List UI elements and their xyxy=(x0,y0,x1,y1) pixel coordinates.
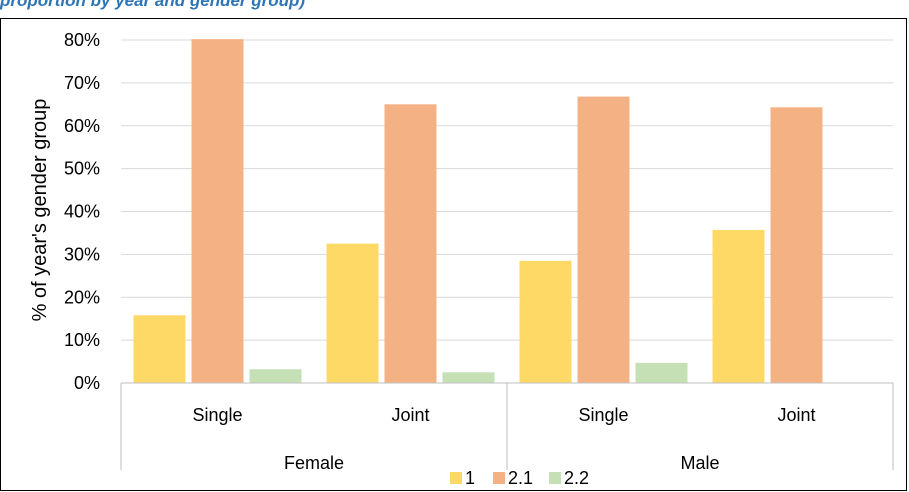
x-category-label: Joint xyxy=(391,405,429,425)
y-tick-label: 0% xyxy=(74,373,100,393)
legend-label: 1 xyxy=(465,468,475,488)
y-tick-label: 60% xyxy=(64,116,100,136)
legend-label: 2.1 xyxy=(508,468,533,488)
y-tick-label: 40% xyxy=(64,202,100,222)
y-tick-label: 50% xyxy=(64,159,100,179)
bar-series-1-2 xyxy=(519,260,572,383)
bar-series-1-0 xyxy=(133,315,186,383)
bar-series-2.1-3 xyxy=(770,107,823,383)
bar-series-2.1-1 xyxy=(384,104,437,383)
bar-series-2.2-1 xyxy=(442,372,495,383)
y-axis-label: % of year's gender group xyxy=(29,99,51,322)
legend-swatch-1 xyxy=(450,472,462,484)
chart-caption-fragment: proportion by year and gender group) xyxy=(0,0,306,10)
x-group-label: Female xyxy=(284,453,344,473)
chart-frame xyxy=(0,18,907,491)
bar-series-1-3 xyxy=(712,229,765,383)
x-category-label: Single xyxy=(578,405,628,425)
bar-series-2.2-2 xyxy=(635,362,688,383)
x-group-label: Male xyxy=(680,453,719,473)
x-category-label: Single xyxy=(192,405,242,425)
bar-series-1-1 xyxy=(326,243,379,383)
legend-swatch-2.1 xyxy=(493,472,505,484)
y-tick-label: 20% xyxy=(64,287,100,307)
bar-series-2.1-2 xyxy=(577,96,630,383)
legend-swatch-2.2 xyxy=(549,472,561,484)
bar-series-2.1-0 xyxy=(191,39,244,383)
bar-series-2.2-0 xyxy=(249,369,302,383)
legend: 1 2.1 2.2 xyxy=(450,468,589,488)
x-category-label: Joint xyxy=(777,405,815,425)
legend-label: 2.2 xyxy=(564,468,589,488)
y-tick-label: 30% xyxy=(64,244,100,264)
y-tick-label: 70% xyxy=(64,73,100,93)
y-tick-label: 10% xyxy=(64,330,100,350)
y-tick-label: 80% xyxy=(64,30,100,50)
